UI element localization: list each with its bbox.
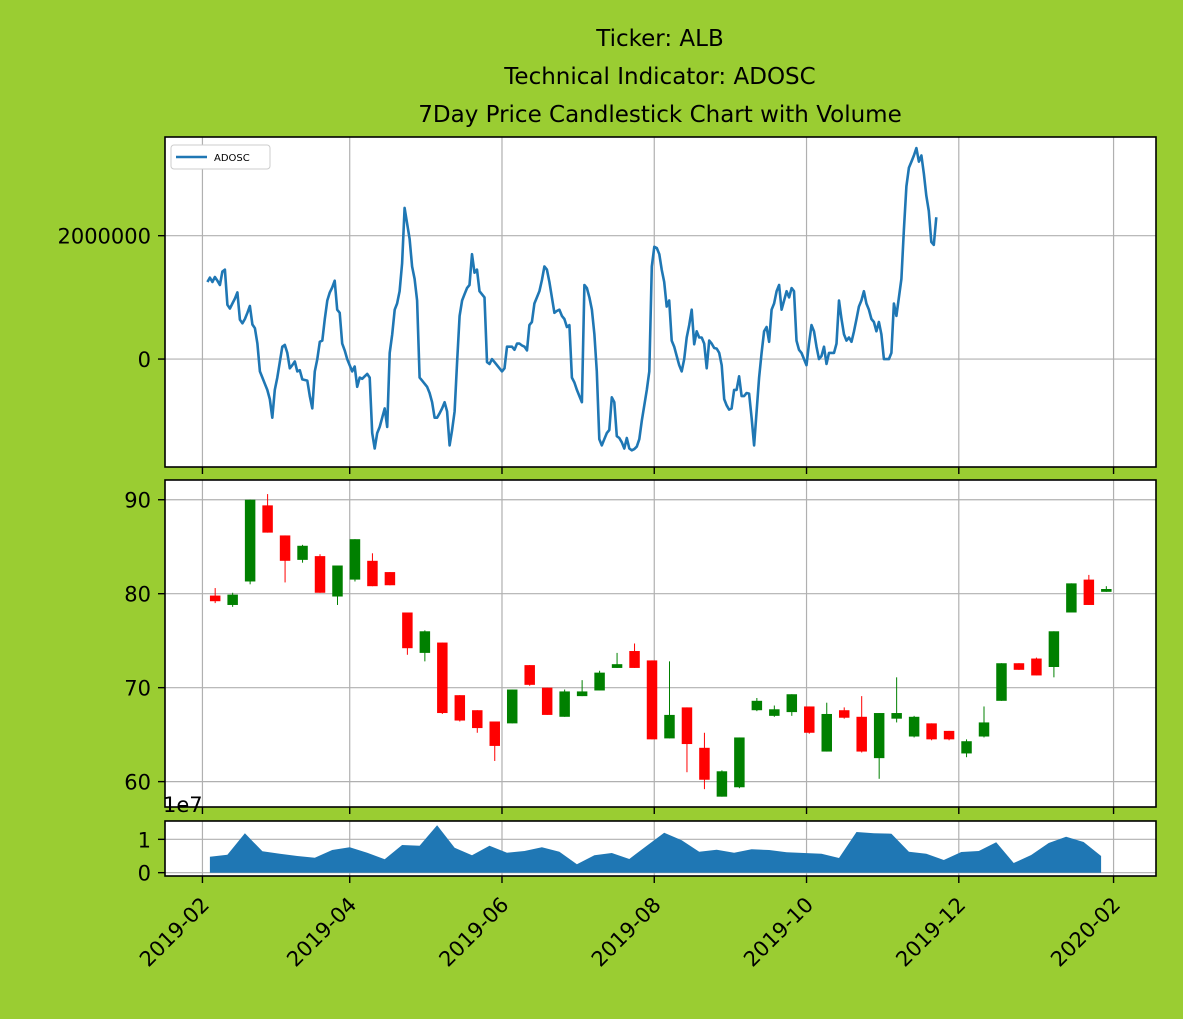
indicator-legend: ADOSC (170, 144, 271, 170)
candle-body (891, 713, 902, 719)
indicator-y-tick-label: 2000000 (57, 225, 151, 249)
candle-body (629, 651, 640, 668)
price-y-tick-label: 90 (124, 489, 151, 513)
price-y-ticks: 60 70 80 90 (124, 489, 165, 795)
candle-body (856, 716, 867, 752)
candle-body (681, 707, 693, 745)
price-x-tick-marks (201, 807, 1115, 814)
candle-body (664, 714, 675, 739)
indicator-y-ticks: 0 2000000 (57, 225, 165, 372)
adosc-series-line (206, 146, 938, 452)
price-grid (165, 480, 1156, 807)
candle-body (1031, 658, 1042, 676)
candle-body (1013, 663, 1025, 670)
candle-body (472, 710, 483, 729)
indicator-grid (165, 137, 1156, 467)
candle-body (384, 572, 396, 586)
indicator-frame (164, 136, 1157, 468)
candle-body (1083, 579, 1095, 605)
candle-body (1048, 631, 1060, 667)
figure-title: Ticker: ALB Technical Indicator: ADOSC 7… (418, 26, 901, 128)
candle-body (978, 722, 990, 737)
candle-body (402, 612, 413, 649)
candle-body (541, 687, 553, 715)
title-line-1: Ticker: ALB (595, 26, 723, 52)
candle-body (314, 556, 326, 593)
candle-body (611, 664, 623, 668)
candle-body (943, 730, 955, 740)
price-plot-area (165, 480, 1156, 807)
candle-body (646, 660, 658, 740)
candle-body (332, 565, 343, 597)
candle-body (926, 723, 937, 740)
indicator-x-tick-marks (201, 467, 1115, 474)
candle-body (961, 741, 972, 754)
title-line-2: Technical Indicator: ADOSC (503, 64, 815, 90)
volume-y-tick-label: 0 (138, 862, 151, 886)
price-y-tick-label: 60 (124, 771, 151, 795)
candle-body (751, 700, 763, 711)
candle-body (297, 545, 308, 560)
volume-y-tick-label: 1 (138, 828, 151, 852)
volume-panel: 01 1e7 (138, 793, 1157, 886)
volume-offset-label: 1e7 (163, 793, 203, 817)
candle-body (419, 631, 431, 653)
candle-body (227, 594, 238, 605)
candle-body (262, 505, 273, 533)
candle-body (454, 695, 466, 721)
candle-body (699, 747, 710, 780)
candle-body (804, 706, 815, 733)
candle-body (594, 672, 605, 691)
title-line-3: 7Day Price Candlestick Chart with Volume (418, 102, 901, 128)
candle-body (524, 665, 535, 685)
indicator-panel: ADOSC 0 2000000 (57, 136, 1157, 474)
candle-body (506, 689, 518, 724)
volume-frame (164, 820, 1157, 877)
candle-body (367, 560, 378, 587)
candle-body (559, 691, 570, 717)
candle-body (209, 595, 221, 602)
candle-body (279, 535, 291, 561)
candle-body (821, 713, 832, 752)
candle-body (437, 642, 448, 714)
price-frame (164, 479, 1157, 808)
volume-y-ticks: 01 (138, 828, 165, 886)
candle-body (349, 539, 361, 580)
candle-body (244, 499, 256, 582)
indicator-y-tick-label: 0 (138, 348, 151, 372)
candle-body (786, 694, 798, 713)
price-y-tick-label: 70 (124, 677, 151, 701)
candle-body (734, 737, 745, 788)
candle-body (908, 716, 920, 737)
candle-body (838, 710, 850, 718)
indicator-plot-area (165, 137, 1156, 467)
candle-body (1066, 583, 1077, 613)
candle-body (716, 771, 728, 797)
legend-box (170, 144, 271, 170)
candle-body (489, 721, 500, 746)
candle-body (769, 709, 780, 716)
price-panel: 60 70 80 90 (124, 479, 1157, 814)
candle-body (996, 663, 1007, 701)
candlesticks (209, 494, 1112, 797)
price-y-tick-label: 80 (124, 583, 151, 607)
volume-area (209, 825, 1102, 873)
candle-body (1101, 589, 1112, 592)
legend-adosc-label: ADOSC (214, 153, 250, 164)
candle-body (576, 691, 588, 697)
candle-body (873, 713, 885, 759)
